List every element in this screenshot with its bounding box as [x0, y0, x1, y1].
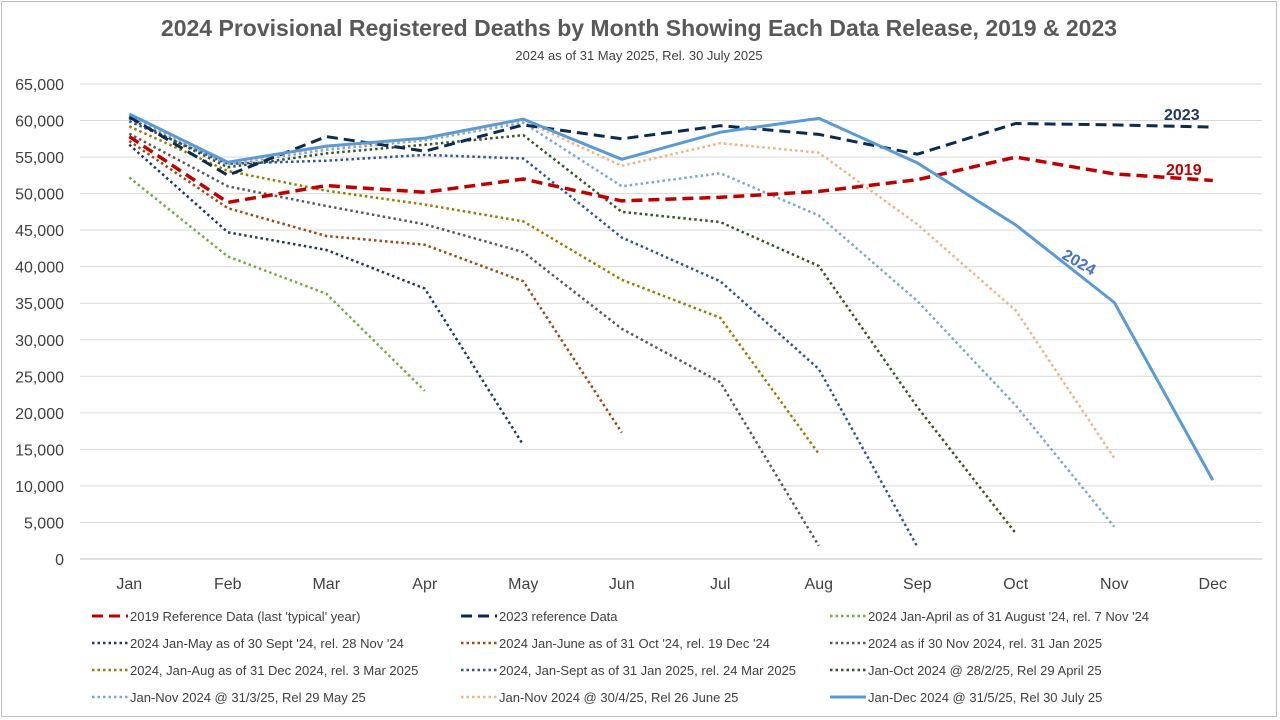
y-tick-label: 0 — [55, 552, 64, 569]
x-axis-ticks: Jan Feb Mar Apr May Jun Jul Aug Sep Oct Nov Dec — [116, 576, 1227, 593]
series-line-2024-jan-aug-as-of-31-dec-2024-rel-3-mar-2025 — [128, 125, 820, 455]
legend-item-2023-reference-data: 2023 reference Data — [461, 609, 618, 624]
x-tick-label-oct: Oct — [1003, 576, 1028, 593]
series-line-2024-jan-april-as-of-31-august-24-rel-7-nov-24 — [128, 176, 426, 392]
legend-item-2024-jan-may-as-of-30-sept-24-rel-28-nov-24: 2024 Jan-May as of 30 Sept '24, rel. 28 … — [92, 636, 404, 651]
series-line-2024-jan-sept-as-of-31-jan-2025-rel-24-mar-2025 — [128, 120, 919, 548]
legend-label: 2024, Jan-Sept as of 31 Jan 2025, rel. 2… — [499, 663, 796, 678]
y-tick-label: 35,000 — [15, 296, 64, 313]
series-line-jan-nov-2024-31-3-25-rel-29-may-25 — [128, 115, 1116, 528]
series-line-jan-nov-2024-30-4-25-rel-26-june-25 — [128, 113, 1116, 459]
y-tick-label: 55,000 — [15, 150, 64, 167]
x-tick-label-jan: Jan — [116, 576, 142, 593]
x-tick-label-apr: Apr — [412, 576, 438, 593]
legend-item-2024-jan-april-as-of-31-august-24-rel-7-nov-24: 2024 Jan-April as of 31 August '24, rel.… — [830, 609, 1149, 624]
annotation-2023: 2023 — [1164, 107, 1200, 124]
legend-item-2019-reference-data-last-typical-year: 2019 Reference Data (last 'typical' year… — [92, 609, 360, 624]
x-tick-label-sep: Sep — [903, 576, 932, 593]
y-tick-label: 65,000 — [15, 77, 64, 94]
x-tick-label-may: May — [508, 576, 538, 593]
legend-label: Jan-Oct 2024 @ 28/2/25, Rel 29 April 25 — [868, 663, 1102, 678]
legend-item-jan-nov-2024-30-4-25-rel-26-june-25: Jan-Nov 2024 @ 30/4/25, Rel 26 June 25 — [461, 690, 738, 705]
y-tick-label: 15,000 — [15, 442, 64, 459]
y-tick-label: 50,000 — [15, 187, 64, 204]
legend-item-jan-nov-2024-31-3-25-rel-29-may-25: Jan-Nov 2024 @ 31/3/25, Rel 29 May 25 — [92, 690, 366, 705]
x-tick-label-nov: Nov — [1100, 576, 1128, 593]
x-tick-label-jul: Jul — [710, 576, 730, 593]
legend-item-2024-jan-sept-as-of-31-jan-2025-rel-24-mar-2025: 2024, Jan-Sept as of 31 Jan 2025, rel. 2… — [461, 663, 796, 678]
legend-label: Jan-Nov 2024 @ 30/4/25, Rel 26 June 25 — [499, 690, 738, 705]
legend-item-jan-dec-2024-31-5-25-rel-30-july-25: Jan-Dec 2024 @ 31/5/25, Rel 30 July 25 — [830, 690, 1102, 705]
legend-label: 2023 reference Data — [499, 609, 618, 624]
y-tick-label: 5,000 — [24, 515, 64, 532]
series-line-2024-jan-may-as-of-30-sept-24-rel-28-nov-24 — [128, 143, 525, 446]
legend-label: 2019 Reference Data (last 'typical' year… — [130, 609, 360, 624]
series-line-2024-as-if-30-nov-2024-rel-31-jan-2025 — [128, 132, 820, 547]
legend-label: 2024 Jan-May as of 30 Sept '24, rel. 28 … — [130, 636, 404, 651]
legend-item-2024-jan-aug-as-of-31-dec-2024-rel-3-mar-2025: 2024, Jan-Aug as of 31 Dec 2024, rel. 3 … — [92, 663, 418, 678]
y-tick-label: 10,000 — [15, 479, 64, 496]
y-tick-label: 40,000 — [15, 260, 64, 277]
y-tick-label: 25,000 — [15, 369, 64, 386]
legend-label: 2024 as if 30 Nov 2024, rel. 31 Jan 2025 — [868, 636, 1102, 651]
y-axis-ticks: 0 5,000 10,000 15,000 20,000 25,000 30,000 35,0… — [15, 77, 64, 569]
x-tick-label-aug: Aug — [805, 576, 833, 593]
legend-item-2024-as-if-30-nov-2024-rel-31-jan-2025: 2024 as if 30 Nov 2024, rel. 31 Jan 2025 — [830, 636, 1102, 651]
series-line-2023-reference-data — [128, 115, 1213, 177]
y-tick-label: 20,000 — [15, 406, 64, 423]
x-tick-label-jun: Jun — [609, 576, 635, 593]
series-lines — [128, 112, 1215, 548]
series-line-2024-jan-june-as-of-31-oct-24-rel-19-dec-24 — [128, 139, 623, 434]
series-line-jan-dec-2024-31-5-25-rel-30-july-25 — [128, 112, 1215, 481]
legend-label: Jan-Dec 2024 @ 31/5/25, Rel 30 July 25 — [868, 690, 1102, 705]
legend-item-jan-oct-2024-28-2-25-rel-29-april-25: Jan-Oct 2024 @ 28/2/25, Rel 29 April 25 — [830, 663, 1102, 678]
legend-label: 2024 Jan-April as of 31 August '24, rel.… — [868, 609, 1149, 624]
y-tick-label: 30,000 — [15, 333, 64, 350]
legend-label: Jan-Nov 2024 @ 31/3/25, Rel 29 May 25 — [130, 690, 366, 705]
legend-label: 2024 Jan-June as of 31 Oct '24, rel. 19 … — [499, 636, 770, 651]
series-line-jan-oct-2024-28-2-25-rel-29-april-25 — [128, 117, 1017, 535]
legend: 2019 Reference Data (last 'typical' year… — [92, 609, 1149, 705]
x-tick-label-feb: Feb — [214, 576, 242, 593]
legend-item-2024-jan-june-as-of-31-oct-24-rel-19-dec-24: 2024 Jan-June as of 31 Oct '24, rel. 19 … — [461, 636, 770, 651]
annotation-2019: 2019 — [1166, 162, 1202, 179]
gridlines — [80, 83, 1262, 560]
y-tick-label: 60,000 — [15, 114, 64, 131]
x-tick-label-dec: Dec — [1199, 576, 1227, 593]
x-tick-label-mar: Mar — [312, 576, 340, 593]
chart-title: 2024 Provisional Registered Deaths by Mo… — [161, 15, 1117, 41]
y-tick-label: 45,000 — [15, 223, 64, 240]
legend-label: 2024, Jan-Aug as of 31 Dec 2024, rel. 3 … — [130, 663, 418, 678]
chart-subtitle: 2024 as of 31 May 2025, Rel. 30 July 202… — [515, 48, 762, 63]
series-line-2019-reference-data-last-typical-year — [128, 135, 1213, 205]
